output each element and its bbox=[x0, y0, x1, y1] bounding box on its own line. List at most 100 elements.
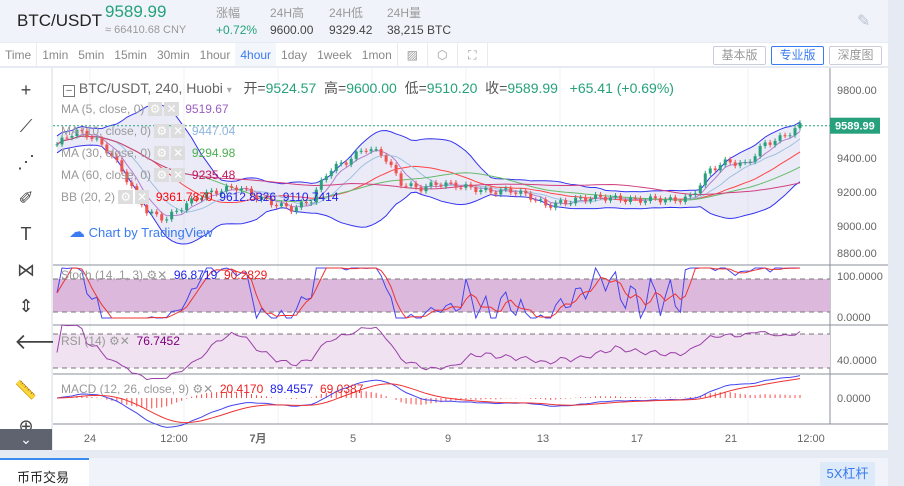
collapse-legend-icon[interactable]: – bbox=[63, 85, 75, 97]
interval-1week[interactable]: 1week bbox=[317, 48, 352, 62]
interval-time[interactable]: Time bbox=[0, 43, 38, 66]
interval-4hour[interactable]: 4hour bbox=[235, 43, 277, 66]
candle-body bbox=[609, 197, 613, 201]
study-settings-icon[interactable]: ⚙ bbox=[154, 168, 170, 182]
candle-body bbox=[205, 192, 209, 199]
candle-body bbox=[678, 201, 682, 203]
fullscreen-icon[interactable]: ⛶ bbox=[458, 43, 488, 66]
candle-body bbox=[369, 149, 373, 152]
candle-body bbox=[459, 187, 463, 189]
candle-body bbox=[643, 201, 647, 203]
study-remove-icon[interactable]: ✕ bbox=[171, 168, 186, 182]
view-depth-button[interactable]: 深度图 bbox=[829, 46, 882, 65]
trendline-icon[interactable]: ⟋ bbox=[19, 116, 33, 136]
last-price-tag bbox=[830, 117, 880, 134]
candle-body bbox=[244, 188, 248, 190]
study-remove-icon[interactable]: ✕ bbox=[135, 190, 150, 204]
candle-body bbox=[299, 201, 303, 208]
theme-brush-icon[interactable]: ✎ bbox=[857, 13, 871, 30]
interval-1hour[interactable]: 1hour bbox=[199, 48, 231, 62]
time-axis-label: 12:00 bbox=[797, 433, 825, 445]
candle-body bbox=[419, 187, 423, 192]
candle-body bbox=[623, 200, 627, 202]
chart-type-icon[interactable]: ▨ bbox=[398, 43, 428, 66]
candle-body bbox=[439, 185, 443, 187]
price-axis-label: 9400.00 bbox=[837, 153, 877, 165]
stoch-band bbox=[53, 279, 830, 312]
candle-body bbox=[424, 186, 428, 192]
candle-body bbox=[235, 187, 239, 191]
candle-body bbox=[559, 200, 563, 203]
study-legend: MA (60, close, 0) ⚙ ✕ 9235.48 bbox=[61, 168, 235, 182]
tradingview-watermark[interactable]: ☁ Chart by TradingView bbox=[69, 224, 213, 242]
candle-body bbox=[145, 204, 149, 214]
study-value: 69.0387 bbox=[320, 382, 364, 396]
interval-1min[interactable]: 1min bbox=[42, 48, 69, 62]
candle-body bbox=[549, 205, 553, 208]
interval-1day[interactable]: 1day bbox=[281, 48, 308, 62]
stoch-d-line bbox=[56, 267, 801, 319]
crosshair-icon[interactable]: + bbox=[20, 80, 32, 100]
view-pro-button[interactable]: 专业版 bbox=[771, 46, 824, 65]
interval-30min[interactable]: 30min bbox=[156, 48, 190, 62]
study-value: 9110.7414 bbox=[282, 190, 339, 204]
ruler-icon[interactable]: 📏 bbox=[14, 380, 38, 400]
view-basic-button[interactable]: 基本版 bbox=[713, 46, 766, 65]
candlestick-chart[interactable]: 9800.009400.009200.009000.008800.009589.… bbox=[53, 68, 888, 450]
candle-body bbox=[434, 182, 438, 186]
candle-body bbox=[648, 196, 652, 202]
tab-spot-trading[interactable]: 币币交易 bbox=[0, 458, 89, 486]
candle-body bbox=[584, 197, 588, 202]
candle-body bbox=[429, 182, 433, 187]
pitchfork-icon[interactable]: ⋰ bbox=[17, 152, 35, 172]
study-remove-icon[interactable]: ✕ bbox=[164, 102, 179, 116]
candle-body bbox=[110, 153, 114, 156]
study-remove-icon[interactable]: ✕ bbox=[171, 146, 186, 160]
settings-hex-icon[interactable]: ⬡ bbox=[428, 43, 458, 66]
stoch-k-line bbox=[56, 266, 801, 320]
candle-body bbox=[673, 197, 677, 202]
candle-body bbox=[718, 165, 722, 171]
chart-area[interactable]: 9800.00 9400.00 9200.00 9000.00 8800.00 9589.… bbox=[53, 68, 888, 450]
leverage-button[interactable]: 5X杠杆 bbox=[820, 462, 875, 486]
candle-body bbox=[663, 199, 667, 203]
study-settings-icon[interactable]: ⚙ bbox=[147, 102, 163, 116]
brush-icon[interactable]: ✐ bbox=[18, 188, 34, 208]
study-value: 96.8719 bbox=[173, 268, 218, 282]
candle-body bbox=[364, 150, 368, 152]
measure-icon[interactable]: ⇕ bbox=[18, 296, 34, 316]
ohlc-label: 低= bbox=[404, 80, 427, 96]
candle-body bbox=[514, 192, 518, 194]
interval-1mon[interactable]: 1mon bbox=[357, 43, 398, 66]
study-settings-icon[interactable]: ⚙ bbox=[118, 190, 134, 204]
study-value: 89.4557 bbox=[269, 382, 314, 396]
stat-label: 24H低 bbox=[329, 6, 364, 20]
interval-5min[interactable]: 5min bbox=[78, 48, 105, 62]
time-axis-label: 12:00 bbox=[160, 433, 188, 445]
pattern-icon[interactable]: ⋈ bbox=[17, 260, 35, 280]
interval-15min[interactable]: 15min bbox=[114, 48, 147, 62]
candle-body bbox=[688, 194, 692, 197]
back-arrow-icon[interactable]: 🡐 bbox=[14, 329, 73, 354]
candle-body bbox=[294, 207, 298, 212]
study-settings-icon[interactable]: ⚙ bbox=[154, 124, 170, 138]
expand-chevron-down-icon[interactable]: ⌄ bbox=[0, 429, 52, 450]
candle-body bbox=[289, 206, 293, 212]
candle-body bbox=[195, 198, 199, 200]
candle-body bbox=[324, 176, 328, 181]
macd-signal-line bbox=[56, 378, 801, 424]
candle-body bbox=[409, 183, 413, 186]
candle-body bbox=[628, 197, 632, 202]
study-name: MA (5, close, 0) bbox=[61, 102, 145, 116]
candle-body bbox=[254, 195, 258, 200]
study-settings-icon[interactable]: ⚙ bbox=[154, 146, 170, 160]
study-remove-icon[interactable]: ✕ bbox=[171, 124, 186, 138]
text-icon[interactable]: T bbox=[20, 224, 32, 244]
candle-body bbox=[384, 155, 388, 162]
candle-body bbox=[574, 197, 578, 204]
candle-body bbox=[394, 165, 398, 174]
ohlc-label: 开= bbox=[243, 80, 266, 96]
candle-body bbox=[359, 150, 363, 152]
candle-body bbox=[269, 198, 273, 206]
candle-body bbox=[773, 140, 777, 145]
